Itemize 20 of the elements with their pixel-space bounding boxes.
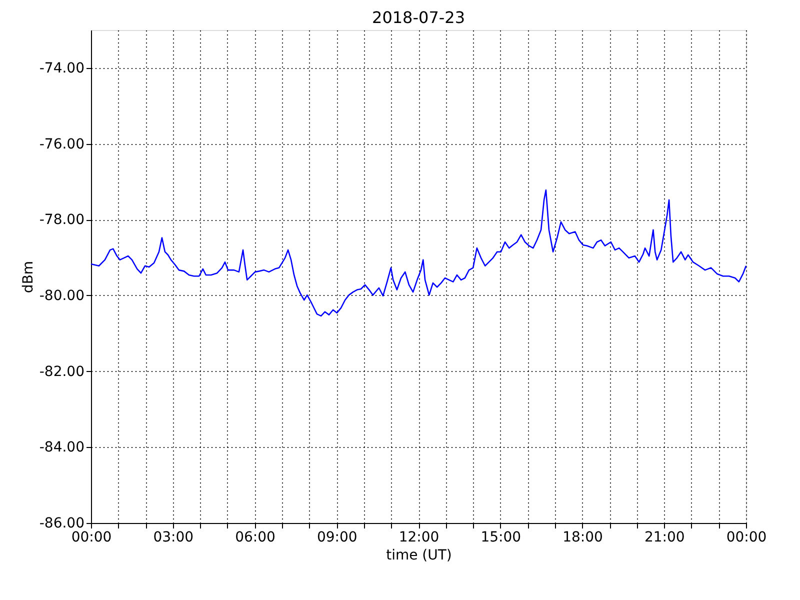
x-tick-label: 09:00 <box>316 530 358 546</box>
line-series <box>90 189 747 317</box>
x-tick-label: 21:00 <box>644 530 685 546</box>
x-tick-label: 18:00 <box>562 530 603 546</box>
y-tick-label: -74.00 <box>39 60 84 76</box>
x-tick-label: 03:00 <box>153 530 194 546</box>
y-tick-label: -80.00 <box>39 288 84 304</box>
y-tick-label: -86.00 <box>39 516 84 532</box>
x-tick-label: 00:00 <box>71 530 112 546</box>
y-tick-label: -78.00 <box>39 212 84 228</box>
chart-title: 2018-07-23 <box>372 8 465 27</box>
x-tick-label: 15:00 <box>480 530 522 546</box>
y-axis-title: dBm <box>20 260 36 294</box>
y-tick-label: -76.00 <box>39 136 84 152</box>
x-tick-label: 00:00 <box>726 530 767 546</box>
x-tick-label: 06:00 <box>235 530 276 546</box>
y-tick-label: -82.00 <box>39 364 84 380</box>
x-axis-title: time (UT) <box>386 548 452 564</box>
x-tick-label: 12:00 <box>398 530 440 546</box>
y-tick-label: -84.00 <box>39 440 84 456</box>
